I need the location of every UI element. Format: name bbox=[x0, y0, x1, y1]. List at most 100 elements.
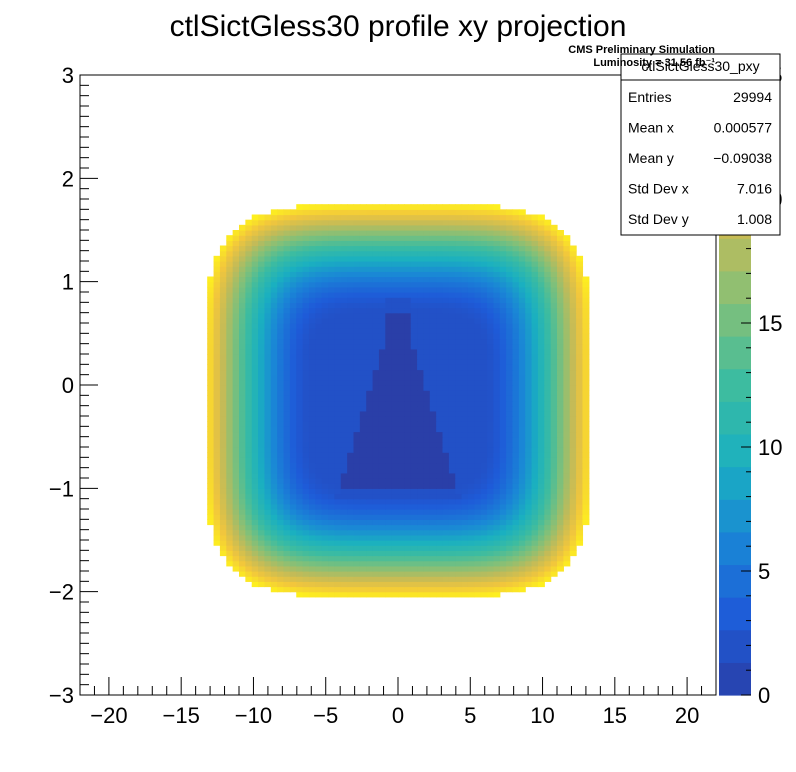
heatmap-cell bbox=[423, 230, 431, 236]
heatmap-cell bbox=[372, 436, 380, 443]
heatmap-cell bbox=[410, 571, 418, 577]
heatmap-cell bbox=[512, 348, 520, 355]
heatmap-cell bbox=[308, 478, 316, 484]
heatmap-cell bbox=[251, 462, 259, 469]
heatmap-cell bbox=[537, 581, 545, 588]
heatmap-cell bbox=[448, 224, 456, 231]
heatmap-cell bbox=[283, 410, 291, 417]
heatmap-cell bbox=[347, 379, 355, 386]
heatmap-cell bbox=[410, 333, 418, 340]
heatmap-cell bbox=[296, 224, 304, 231]
heatmap-cell bbox=[467, 410, 475, 417]
heatmap-cell bbox=[448, 581, 456, 588]
heatmap-cell bbox=[232, 328, 240, 334]
heatmap-cell bbox=[512, 385, 520, 391]
heatmap-cell bbox=[302, 390, 310, 396]
heatmap-cell bbox=[474, 395, 482, 402]
heatmap-cell bbox=[544, 219, 552, 226]
heatmap-cell bbox=[429, 219, 437, 226]
heatmap-cell bbox=[359, 534, 367, 541]
heatmap-cell bbox=[258, 348, 266, 355]
heatmap-cell bbox=[544, 281, 552, 288]
heatmap-cell bbox=[550, 550, 558, 557]
heatmap-cell bbox=[366, 493, 374, 500]
heatmap-cell bbox=[340, 452, 348, 458]
heatmap-cell bbox=[264, 545, 272, 551]
heatmap-cell bbox=[467, 312, 475, 319]
heatmap-cell bbox=[499, 462, 507, 469]
heatmap-cell bbox=[512, 214, 520, 221]
heatmap-cell bbox=[219, 333, 227, 340]
heatmap-cell bbox=[404, 488, 412, 495]
heatmap-cell bbox=[340, 431, 348, 438]
heatmap-cell bbox=[289, 359, 297, 365]
heatmap-cell bbox=[404, 467, 412, 474]
heatmap-cell bbox=[213, 302, 221, 309]
heatmap-cell bbox=[264, 281, 272, 288]
heatmap-cell bbox=[506, 374, 514, 381]
heatmap-cell bbox=[378, 286, 386, 293]
heatmap-cell bbox=[423, 235, 431, 241]
heatmap-cell bbox=[525, 245, 533, 252]
heatmap-cell bbox=[391, 343, 399, 350]
heatmap-cell bbox=[455, 581, 463, 588]
heatmap-cell bbox=[404, 266, 412, 272]
heatmap-cell bbox=[277, 478, 285, 484]
heatmap-cell bbox=[391, 261, 399, 267]
heatmap-cell bbox=[480, 400, 488, 407]
heatmap-cell bbox=[296, 529, 304, 536]
heatmap-cell bbox=[321, 307, 329, 314]
heatmap-cell bbox=[442, 410, 450, 417]
heatmap-cell bbox=[239, 230, 246, 236]
heatmap-cell bbox=[557, 312, 564, 319]
heatmap-cell bbox=[207, 307, 215, 314]
heatmap-cell bbox=[474, 576, 482, 582]
heatmap-cell bbox=[359, 436, 367, 443]
heatmap-cell bbox=[277, 395, 285, 402]
heatmap-cell bbox=[239, 472, 246, 479]
heatmap-cell bbox=[315, 245, 323, 252]
heatmap-cell bbox=[436, 416, 444, 422]
heatmap-cell bbox=[391, 452, 399, 458]
heatmap-cell bbox=[245, 478, 253, 484]
heatmap-cell bbox=[315, 328, 323, 334]
heatmap-cell bbox=[569, 503, 577, 510]
heatmap-cell bbox=[404, 317, 412, 324]
heatmap-cell bbox=[544, 297, 552, 303]
heatmap-cell bbox=[525, 421, 533, 427]
heatmap-cell bbox=[347, 555, 355, 562]
heatmap-cell bbox=[410, 591, 418, 598]
heatmap-cell bbox=[283, 281, 291, 288]
heatmap-cell bbox=[321, 255, 329, 262]
heatmap-cell bbox=[537, 576, 545, 582]
heatmap-cell bbox=[531, 312, 539, 319]
heatmap-cell bbox=[277, 509, 285, 515]
heatmap-cell bbox=[417, 576, 425, 582]
heatmap-cell bbox=[258, 519, 266, 526]
heatmap-cell bbox=[264, 421, 272, 427]
heatmap-cell bbox=[461, 323, 469, 329]
heatmap-cell bbox=[328, 529, 335, 536]
heatmap-cell bbox=[461, 431, 469, 438]
heatmap-cell bbox=[245, 312, 253, 319]
heatmap-cell bbox=[321, 286, 329, 293]
heatmap-cell bbox=[537, 328, 545, 334]
heatmap-cell bbox=[366, 250, 374, 257]
heatmap-cell bbox=[467, 302, 475, 309]
heatmap-cell bbox=[378, 436, 386, 443]
heatmap-cell bbox=[207, 276, 215, 283]
heatmap-cell bbox=[347, 317, 355, 324]
palette-tick-label: 0 bbox=[758, 683, 770, 708]
heatmap-cell bbox=[417, 390, 425, 396]
heatmap-cell bbox=[385, 565, 393, 572]
heatmap-cell bbox=[537, 348, 545, 355]
heatmap-cell bbox=[537, 250, 545, 257]
heatmap-cell bbox=[487, 514, 494, 520]
heatmap-cell bbox=[569, 545, 577, 551]
heatmap-cell bbox=[372, 447, 380, 453]
heatmap-cell bbox=[544, 447, 552, 453]
heatmap-cell bbox=[315, 529, 323, 536]
heatmap-cell bbox=[391, 255, 399, 262]
heatmap-cell bbox=[499, 266, 507, 272]
heatmap-cell bbox=[258, 250, 266, 257]
